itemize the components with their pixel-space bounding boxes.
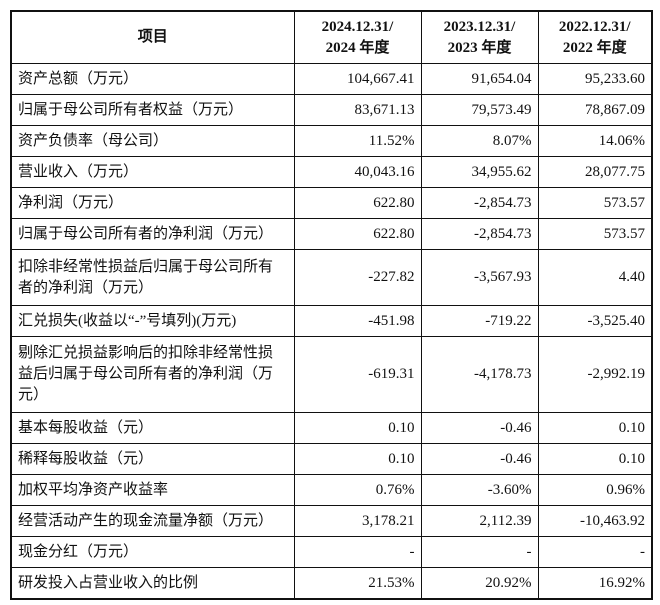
row-value: -3.60% (420, 474, 539, 506)
row-value: 4.40 (537, 249, 653, 306)
table-row: 现金分红（万元） - - - (10, 536, 653, 568)
row-label: 剔除汇兑损益影响后的扣除非经常性损益后归属于母公司所有者的净利润（万元） (10, 336, 295, 413)
row-value: -451.98 (293, 305, 422, 337)
header-2022: 2022.12.31/2022 年度 (537, 10, 653, 64)
row-label: 汇兑损失(收益以“-”号填列)(万元) (10, 305, 295, 337)
row-value: 2,112.39 (420, 505, 539, 537)
row-value: - (293, 536, 422, 568)
row-label: 扣除非经常性损益后归属于母公司所有者的净利润（万元） (10, 249, 295, 306)
row-value: 40,043.16 (293, 156, 422, 188)
row-label: 营业收入（万元） (10, 156, 295, 188)
row-label: 现金分红（万元） (10, 536, 295, 568)
row-value: -719.22 (420, 305, 539, 337)
table-row: 归属于母公司所有者权益（万元） 83,671.13 79,573.49 78,867.… (10, 94, 653, 126)
table-row: 归属于母公司所有者的净利润（万元） 622.80 -2,854.73 573.57 (10, 218, 653, 250)
row-value: 0.96% (537, 474, 653, 506)
row-value: -2,992.19 (537, 336, 653, 413)
row-value: 573.57 (537, 218, 653, 250)
table-row: 稀释每股收益（元） 0.10 -0.46 0.10 (10, 443, 653, 475)
row-label: 加权平均净资产收益率 (10, 474, 295, 506)
header-2024: 2024.12.31/2024 年度 (293, 10, 422, 64)
table-row: 剔除汇兑损益影响后的扣除非经常性损益后归属于母公司所有者的净利润（万元） -619… (10, 336, 653, 413)
row-label: 基本每股收益（元） (10, 412, 295, 444)
row-value: 0.10 (293, 412, 422, 444)
row-label: 稀释每股收益（元） (10, 443, 295, 475)
header-row: 项目 2024.12.31/2024 年度 2023.12.31/2023 年度… (10, 10, 653, 64)
table-row: 营业收入（万元） 40,043.16 34,955.62 28,077.75 (10, 156, 653, 188)
row-label: 归属于母公司所有者的净利润（万元） (10, 218, 295, 250)
row-value: 573.57 (537, 187, 653, 219)
row-value: -227.82 (293, 249, 422, 306)
row-value: 0.10 (293, 443, 422, 475)
table-row: 汇兑损失(收益以“-”号填列)(万元) -451.98 -719.22 -3,525.… (10, 305, 653, 337)
financial-summary-table: 项目 2024.12.31/2024 年度 2023.12.31/2023 年度… (10, 10, 653, 600)
row-value: 91,654.04 (420, 63, 539, 95)
row-value: -0.46 (420, 412, 539, 444)
row-value: 78,867.09 (537, 94, 653, 126)
row-value: 11.52% (293, 125, 422, 157)
row-value: 14.06% (537, 125, 653, 157)
table-row: 资产总额（万元） 104,667.41 91,654.04 95,233.60 (10, 63, 653, 95)
row-value: 95,233.60 (537, 63, 653, 95)
table-row: 净利润（万元） 622.80 -2,854.73 573.57 (10, 187, 653, 219)
row-value: -3,567.93 (420, 249, 539, 306)
row-value: -10,463.92 (537, 505, 653, 537)
table-row: 基本每股收益（元） 0.10 -0.46 0.10 (10, 412, 653, 444)
row-value: 20.92% (420, 567, 539, 600)
row-value: -4,178.73 (420, 336, 539, 413)
table-row: 经营活动产生的现金流量净额（万元） 3,178.21 2,112.39 -10,463… (10, 505, 653, 537)
row-value: 21.53% (293, 567, 422, 600)
row-value: -0.46 (420, 443, 539, 475)
header-2023: 2023.12.31/2023 年度 (420, 10, 539, 64)
row-label: 资产负债率（母公司） (10, 125, 295, 157)
row-value: 622.80 (293, 187, 422, 219)
table-row: 扣除非经常性损益后归属于母公司所有者的净利润（万元） -227.82 -3,567.… (10, 249, 653, 306)
row-value: -619.31 (293, 336, 422, 413)
row-value: 3,178.21 (293, 505, 422, 537)
row-value: - (420, 536, 539, 568)
table-row: 研发投入占营业收入的比例 21.53% 20.92% 16.92% (10, 567, 653, 600)
row-value: -2,854.73 (420, 187, 539, 219)
row-label: 资产总额（万元） (10, 63, 295, 95)
row-value: - (537, 536, 653, 568)
row-value: 0.10 (537, 443, 653, 475)
row-value: 8.07% (420, 125, 539, 157)
row-value: 34,955.62 (420, 156, 539, 188)
row-label: 净利润（万元） (10, 187, 295, 219)
table-row: 资产负债率（母公司） 11.52% 8.07% 14.06% (10, 125, 653, 157)
row-value: -3,525.40 (537, 305, 653, 337)
row-value: 104,667.41 (293, 63, 422, 95)
row-value: -2,854.73 (420, 218, 539, 250)
row-value: 83,671.13 (293, 94, 422, 126)
row-value: 622.80 (293, 218, 422, 250)
row-label: 经营活动产生的现金流量净额（万元） (10, 505, 295, 537)
row-value: 16.92% (537, 567, 653, 600)
row-label: 研发投入占营业收入的比例 (10, 567, 295, 600)
row-value: 79,573.49 (420, 94, 539, 126)
row-label: 归属于母公司所有者权益（万元） (10, 94, 295, 126)
row-value: 0.10 (537, 412, 653, 444)
row-value: 28,077.75 (537, 156, 653, 188)
row-value: 0.76% (293, 474, 422, 506)
header-item: 项目 (10, 10, 295, 64)
table-row: 加权平均净资产收益率 0.76% -3.60% 0.96% (10, 474, 653, 506)
